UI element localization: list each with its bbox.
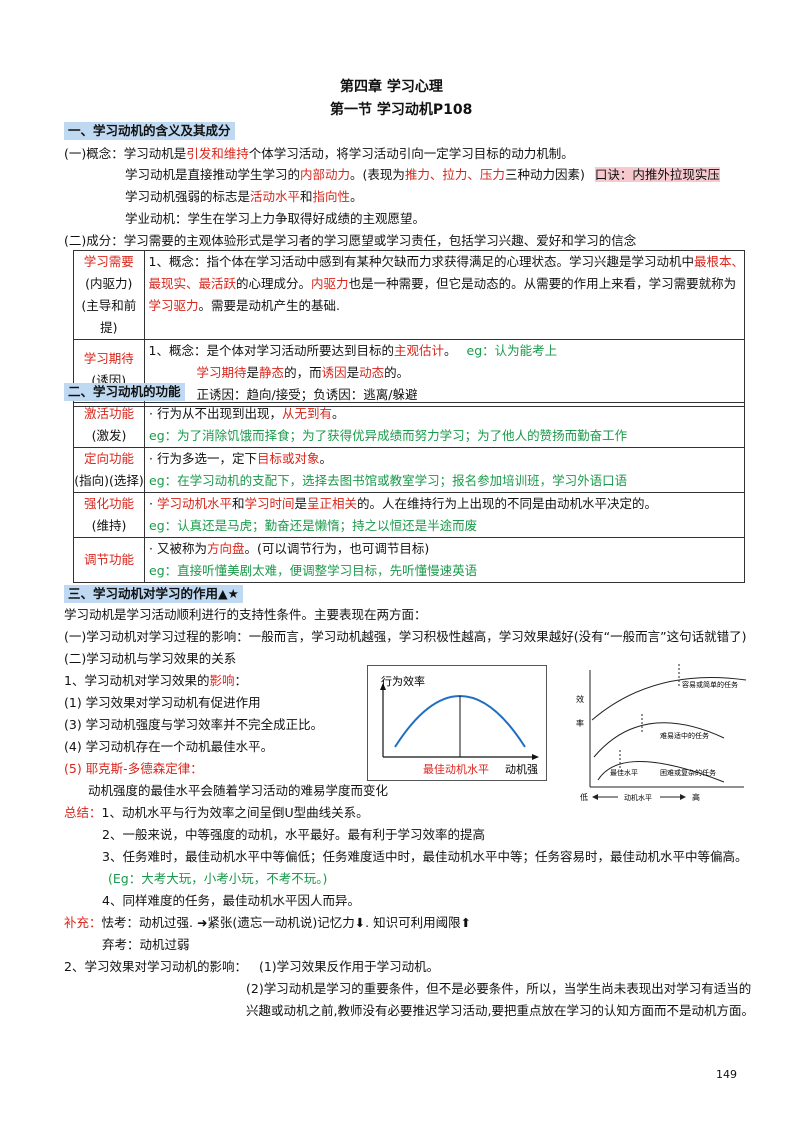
chart2-peak-label: 最佳水平 — [610, 768, 638, 777]
summary-line: 总结：1、动机水平与行为效率之间呈倒U型曲线关系。 — [64, 805, 369, 820]
list-item: (5) 耶克斯-多德森定律： — [64, 761, 203, 776]
chart2-curve-hard: 困难或复杂的任务 — [660, 768, 716, 777]
chart1-peak-label: 最佳动机水平 — [423, 762, 489, 776]
chart2-curve-easy: 容易或简单的任务 — [682, 680, 738, 689]
paragraph: 1、学习动机对学习效果的影响： — [64, 673, 247, 688]
list-item: (3) 学习动机强度与学习效率并不完全成正比。 — [64, 717, 324, 732]
components-line: (二)成分：学习需要的主观体验形式是学习者的学习愿望或学习责任，包括学习兴趣、爱… — [64, 233, 637, 248]
page-number: 149 — [716, 1068, 737, 1081]
chart2-ylabel-1: 效 — [576, 694, 584, 704]
chart2-x-low: 低 — [580, 792, 588, 802]
summary-line: 4、同样难度的任务，最佳动机水平因人而异。 — [102, 893, 360, 908]
summary-example: (Eg：大考大玩，小考小玩，不考不玩。) — [108, 871, 328, 886]
paragraph: (一)学习动机对学习过程的影响：一般而言，学习动机越强，学习积极性越高，学习效果… — [64, 629, 747, 644]
paragraph: (二)学习动机与学习效果的关系 — [64, 651, 237, 666]
chart2-x-label: 动机水平 — [624, 793, 652, 802]
section-heading-3: 三、学习动机对学习的作用▲★ — [64, 585, 243, 603]
learning-need-label: 学习需要 — [83, 254, 134, 269]
chart2-ylabel-2: 率 — [576, 718, 584, 728]
academic-motivation-line: 学业动机：学生在学习上力争取得好成绩的主观愿望。 — [125, 211, 426, 226]
chart2-curve-medium: 难易适中的任务 — [660, 731, 709, 740]
paragraph: 学习动机是学习活动顺利进行的支持性条件。主要表现在两方面： — [64, 607, 427, 622]
chart2-x-high: 高 — [692, 792, 700, 802]
section-heading-2: 二、学习动机的功能 — [64, 383, 185, 401]
indicator-line: 学习动机强弱的标志是活动水平和指向性。 — [125, 189, 363, 204]
chart1-xlabel: 动机强 — [505, 762, 538, 776]
function-name: 调节功能 — [83, 552, 134, 567]
list-item: 动机强度的最佳水平会随着学习活动的难易学度而变化 — [88, 783, 389, 798]
concept-line: (一)概念：学习动机是引发和维持个体学习活动，将学习活动引向一定学习目标的动力机… — [64, 146, 574, 161]
learning-expectation-label: 学习期待 — [83, 351, 134, 366]
components-table: 学习需要 (内驱力) (主导和前提) 1、概念：指个体在学习活动中感到有某种欠缺… — [73, 250, 746, 407]
function-name: 强化功能 — [83, 496, 134, 511]
yerkes-dodson-chart: 效 率 容易或简单的任务 难易适中的任务 困难或复杂的任务 最佳水平 低 动机水… — [576, 664, 747, 802]
table-row: 强化功能 (维持) · 学习动机水平和学习时间是呈正相关的。人在维持行为上出现的… — [73, 492, 745, 538]
mnemonic: 口诀：内推外拉现实压 — [594, 167, 720, 182]
summary-line: 3、任务难时，最佳动机水平中等偏低；任务难度适中时，最佳动机水平中等；任务容易时… — [102, 849, 748, 864]
function-name: 定向功能 — [83, 451, 134, 466]
paragraph: (2)学习动机是学习的重要条件，但不是必要条件，所以，当学生尚未表现出对学习有适… — [246, 981, 752, 996]
chapter-title: 第四章 学习心理 — [340, 79, 443, 95]
section-heading-1: 一、学习动机的含义及其成分 — [64, 122, 235, 140]
list-item: (4) 学习动机存在一个动机最佳水平。 — [64, 739, 274, 754]
section-title: 第一节 学习动机P108 — [330, 102, 473, 118]
paragraph: 2、学习效果对学习动机的影响： (1)学习效果反作用于学习动机。 — [64, 959, 440, 974]
function-name: 激活功能 — [83, 406, 134, 421]
paragraph: 兴趣或动机之前,教师没有必要推迟学习活动,要把重点放在学习的认知方面而不是动机方… — [246, 1003, 754, 1018]
functions-table: 激活功能 (激发) · 行为从不出现到出现，从无到有。 eg：为了消除饥饿而择食… — [73, 402, 745, 583]
table-row: 调节功能 · 又被称为方向盘。(可以调节行为，也可调节目标) eg：直接听懂美剧… — [73, 537, 745, 583]
table-row: 定向功能 (指向)(选择) · 行为多选一，定下目标或对象。 eg：在学习动机的… — [73, 447, 745, 493]
table-row: 学习期待 (诱因) 1、概念：是个体对学习活动所要达到目标的主观估计。 eg：认为… — [73, 339, 746, 407]
supplement-line: 补充：怯考：动机过强. ➜紧张(遗忘一动机说)记忆力⬇. 知识可利用阈限⬆ — [64, 915, 472, 930]
list-item: (1) 学习效果对学习动机有促进作用 — [64, 695, 261, 710]
inverted-u-chart: 行为效率 最佳动机水平 动机强 — [367, 665, 547, 781]
chart1-ylabel: 行为效率 — [381, 674, 425, 688]
table-row: 学习需要 (内驱力) (主导和前提) 1、概念：指个体在学习活动中感到有某种欠缺… — [73, 250, 746, 340]
supplement-line: 弃考：动机过弱 — [102, 937, 190, 952]
internal-force-line: 学习动机是直接推动学生学习的内部动力。(表现为推力、拉力、压力三种动力因素) 口… — [125, 167, 720, 182]
table-row: 激活功能 (激发) · 行为从不出现到出现，从无到有。 eg：为了消除饥饿而择食… — [73, 402, 745, 448]
summary-line: 2、一般来说，中等强度的动机，水平最好。最有利于学习效率的提高 — [102, 827, 485, 842]
